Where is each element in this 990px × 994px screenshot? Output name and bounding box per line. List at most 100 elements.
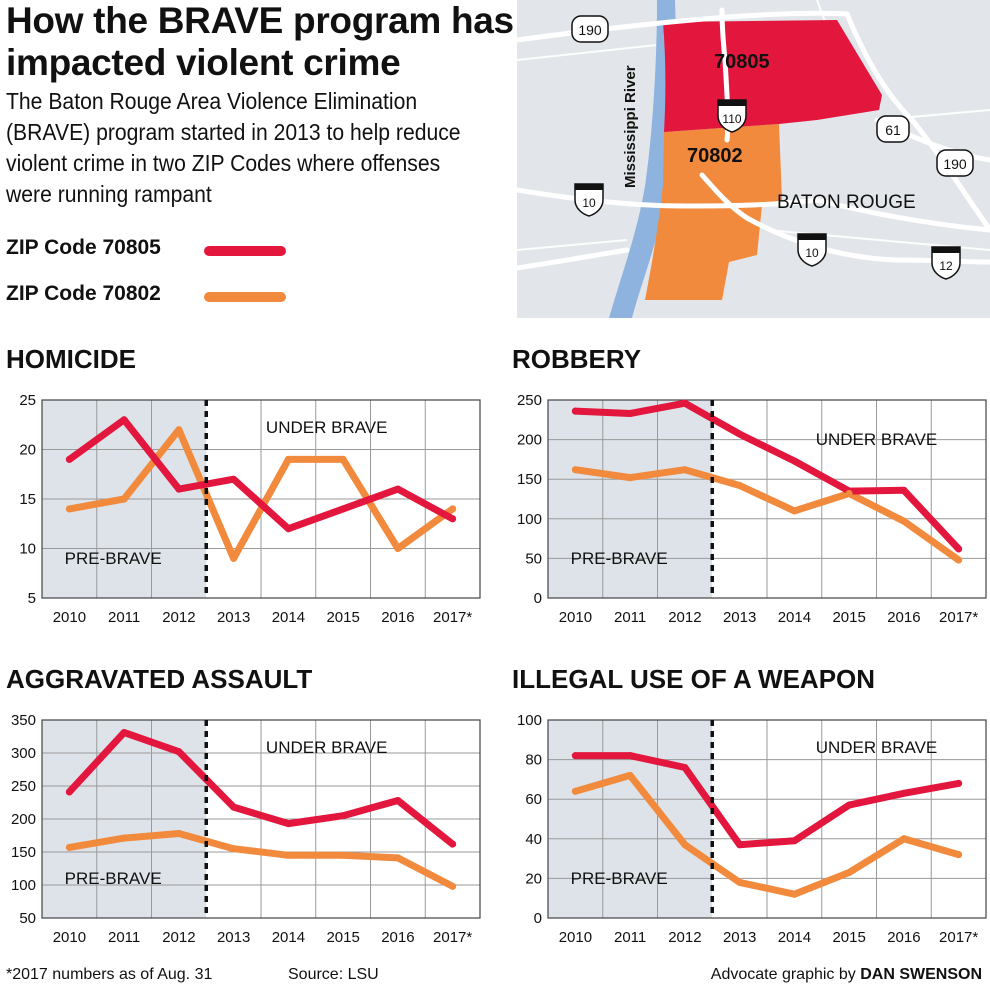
x-tick-label: 2015 (326, 929, 359, 946)
data-point (449, 840, 457, 848)
y-tick-label: 40 (525, 831, 542, 848)
chart-title: ILLEGAL USE OF A WEAPON (512, 664, 876, 694)
y-tick-label: 100 (517, 511, 542, 528)
data-point (845, 489, 853, 497)
x-tick-label: 2014 (272, 929, 305, 946)
x-tick-label: 2014 (778, 609, 811, 626)
y-tick-label: 50 (19, 910, 36, 927)
data-point (790, 507, 798, 515)
x-tick-label: 2013 (217, 609, 250, 626)
y-tick-label: 200 (11, 811, 36, 828)
data-point (681, 399, 689, 407)
y-tick-label: 250 (11, 778, 36, 795)
chart-homicide: HOMICIDE 5 10 15 20 25 2010 2011 2012 2013 2014 20… (6, 344, 486, 654)
city-label: BATON ROUGE (777, 192, 916, 213)
data-point (339, 455, 347, 463)
series-line (65, 416, 457, 533)
data-point (394, 545, 402, 552)
data-point (900, 486, 908, 494)
data-point (571, 752, 579, 760)
y-tick-label: 250 (517, 392, 542, 409)
x-tick-label: 2017* (433, 929, 472, 946)
i-10-east-shield: 10 (797, 233, 827, 267)
pre-brave-label: PRE-BRAVE (65, 549, 162, 568)
y-tick-label: 5 (28, 590, 36, 607)
y-tick-label: 100 (517, 712, 542, 729)
data-point (571, 407, 579, 415)
x-tick-label: 2014 (778, 929, 811, 946)
data-point (955, 779, 963, 787)
y-tick-label: 150 (11, 844, 36, 861)
pre-brave-label: PRE-BRAVE (571, 549, 668, 568)
data-point (681, 764, 689, 772)
x-tick-label: 2010 (53, 609, 86, 626)
data-point (845, 801, 853, 809)
x-tick-label: 2012 (162, 609, 195, 626)
x-tick-label: 2012 (668, 929, 701, 946)
series-line (571, 752, 963, 849)
data-point (65, 843, 73, 851)
y-tick-label: 60 (525, 791, 542, 808)
data-point (449, 515, 457, 523)
data-point (955, 556, 963, 564)
data-point (175, 485, 183, 493)
chart-plot: 0 50 100 150 200 250 2010 2011 2012 2013 2014 2015 2… (517, 392, 987, 626)
y-tick-label: 0 (534, 910, 542, 927)
data-point (230, 554, 238, 562)
x-tick-label: 2011 (614, 929, 646, 946)
shield-number: 10 (805, 246, 819, 260)
data-point (284, 455, 292, 463)
series-line (65, 426, 457, 562)
x-tick-label: 2017* (433, 609, 472, 626)
x-tick-label: 2015 (326, 609, 359, 626)
x-tick-label: 2010 (53, 929, 86, 946)
data-point (175, 830, 183, 838)
legend-swatch (204, 292, 286, 302)
plot-frame (547, 719, 987, 919)
data-point (339, 505, 347, 513)
data-point (230, 845, 238, 853)
x-tick-label: 2016 (381, 929, 414, 946)
shield-number: 110 (722, 112, 741, 126)
x-tick-label: 2016 (887, 929, 920, 946)
shield-number: 190 (943, 156, 967, 172)
pre-brave-shade (548, 400, 713, 598)
legend-swatch (204, 246, 286, 256)
shield-number: 12 (939, 259, 953, 273)
credit: Advocate graphic by DAN SWENSON (711, 966, 982, 984)
data-point (65, 788, 73, 796)
data-point (120, 729, 128, 737)
chart-plot: 50 100 150 200 250 300 350 2010 2011 2012 2013 2014… (11, 712, 481, 946)
shield-number: 61 (885, 122, 901, 138)
chart-title: HOMICIDE (6, 344, 136, 374)
x-tick-label: 2010 (559, 609, 592, 626)
data-point (339, 812, 347, 820)
us-190-east-shield: 190 (936, 149, 974, 177)
y-tick-label: 80 (525, 752, 542, 769)
y-tick-label: 300 (11, 745, 36, 762)
legend-label: ZIP Code 70805 (6, 236, 161, 259)
data-point (736, 878, 744, 886)
shield-number: 190 (578, 22, 602, 38)
pre-brave-shade (548, 720, 713, 918)
y-tick-label: 0 (534, 590, 542, 607)
graphic-title: How the BRAVE program has impacted viole… (6, 0, 514, 83)
i-10-west-shield: 10 (574, 183, 604, 217)
plot-frame (41, 719, 481, 919)
data-point (449, 882, 457, 890)
y-tick-label: 150 (517, 471, 542, 488)
x-tick-label: 2010 (559, 929, 592, 946)
data-point (790, 837, 798, 845)
data-point (284, 820, 292, 828)
data-point (900, 789, 908, 797)
us-61-shield: 61 (876, 115, 910, 143)
x-tick-label: 2016 (887, 609, 920, 626)
data-point (736, 430, 744, 438)
chart-robbery: ROBBERY 0 50 100 150 200 250 2010 2011 2012 2013 2… (512, 344, 990, 654)
chart-plot: 0 20 40 60 80 100 2010 2011 2012 2013 2014 2015 2016… (517, 712, 987, 946)
data-point (626, 474, 634, 482)
x-tick-label: 2015 (832, 929, 865, 946)
source-note: Source: LSU (288, 966, 379, 983)
data-point (790, 457, 798, 465)
data-point (571, 466, 579, 474)
